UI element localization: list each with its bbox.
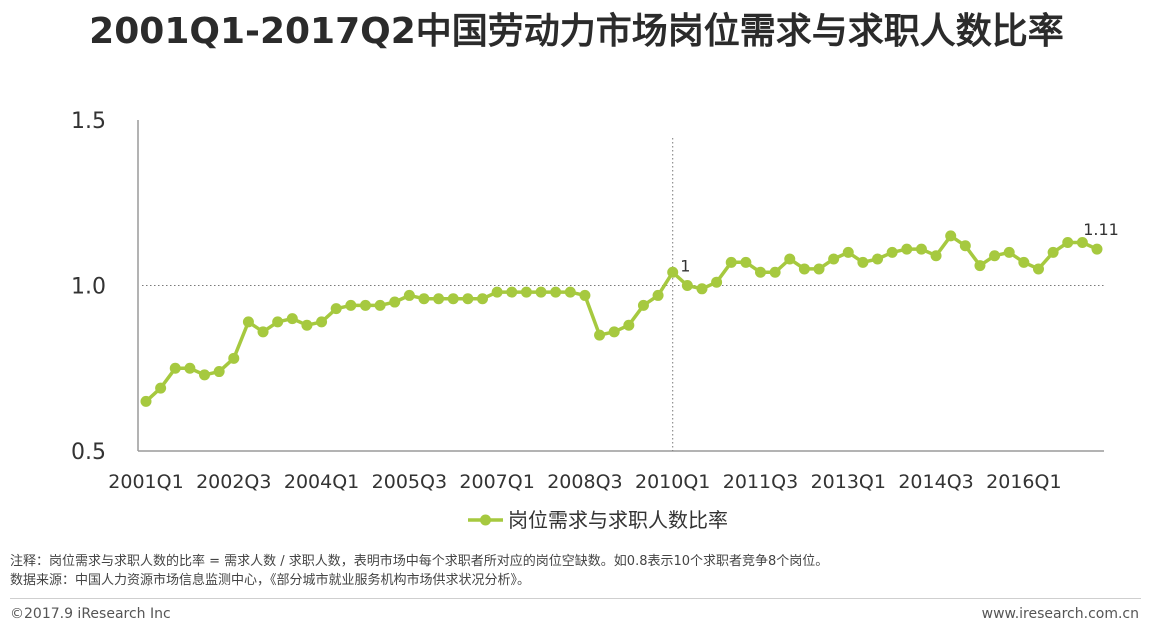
y-tick-label: 1.5 (71, 109, 106, 134)
data-point (491, 286, 503, 298)
data-point (169, 362, 181, 374)
data-point (667, 266, 679, 278)
data-point (1032, 263, 1044, 275)
data-point (1003, 246, 1015, 258)
data-point (813, 263, 825, 275)
data-point (681, 280, 693, 291)
data-point (1018, 256, 1030, 268)
data-point (637, 299, 649, 311)
data-point (403, 289, 415, 301)
data-label: 1 (680, 257, 690, 276)
data-point (550, 286, 562, 298)
data-point (564, 286, 576, 298)
data-point (462, 293, 474, 305)
data-point (228, 352, 240, 364)
data-point (696, 283, 708, 295)
data-point (652, 289, 664, 301)
data-point (842, 246, 854, 258)
data-point (579, 289, 591, 301)
data-point (857, 256, 869, 268)
data-labels: 11.11 (680, 220, 1119, 275)
x-tick-label: 2011Q3 (723, 471, 798, 493)
x-tick-label: 2013Q1 (811, 471, 886, 493)
data-point (901, 243, 913, 255)
x-tick-label: 2005Q3 (372, 471, 447, 493)
data-point (740, 256, 752, 268)
data-point (725, 256, 737, 268)
data-point (418, 293, 430, 305)
y-tick-label: 1.0 (71, 275, 106, 300)
data-point (989, 250, 1001, 262)
data-point (872, 253, 884, 265)
data-point (1047, 246, 1059, 258)
data-point (623, 319, 635, 331)
data-point (242, 316, 254, 328)
data-point (1091, 243, 1103, 255)
footnote-source: 数据来源：中国人力资源市场信息监测中心，《部分城市就业服务机构市场供求状况分析》… (10, 573, 531, 588)
x-tick-label: 2001Q1 (108, 471, 183, 493)
x-tick-label: 2004Q1 (284, 471, 359, 493)
data-point (769, 266, 781, 278)
data-point (930, 250, 942, 262)
data-point (828, 253, 840, 265)
chart-title: 2001Q1-2017Q2中国劳动力市场岗位需求与求职人数比率 (89, 11, 1064, 52)
data-point (1062, 236, 1074, 248)
data-point (711, 276, 723, 288)
reference-lines (142, 138, 1104, 451)
chart-legend: 岗位需求与求职人数比率 (468, 508, 728, 532)
data-point (959, 240, 971, 252)
data-point (301, 319, 313, 331)
data-point (286, 313, 298, 325)
legend-label: 岗位需求与求职人数比率 (508, 508, 728, 532)
data-point (272, 316, 284, 328)
data-point (316, 316, 328, 328)
data-point (754, 266, 766, 278)
data-point (389, 296, 401, 308)
data-point (374, 299, 386, 311)
data-point (359, 299, 371, 311)
x-tick-label: 2002Q3 (196, 471, 271, 493)
data-point (330, 303, 342, 315)
series-layer (140, 230, 1103, 407)
footer-copyright: ©2017.9 iResearch Inc (10, 606, 171, 622)
data-point (915, 243, 927, 255)
data-point (945, 230, 957, 242)
data-point (199, 369, 211, 381)
y-tick-label: 0.5 (71, 440, 106, 465)
x-tick-label: 2016Q1 (986, 471, 1061, 493)
data-point (1076, 236, 1088, 248)
legend-marker (480, 514, 491, 526)
data-label: 1.11 (1083, 220, 1119, 239)
data-point (520, 286, 532, 298)
data-point (608, 326, 620, 338)
data-point (594, 329, 606, 341)
line-chart: 0.5 1.0 1.5 2001Q1 2002Q3 2004Q1 2005Q3 2007Q1 2… (71, 109, 1119, 532)
data-point (140, 395, 152, 407)
data-point (798, 263, 810, 275)
x-tick-label: 2010Q1 (635, 471, 710, 493)
data-point (155, 382, 167, 394)
data-point (345, 299, 357, 311)
data-point (433, 293, 445, 305)
data-point (784, 253, 796, 265)
data-point (213, 366, 225, 378)
chart-axes: 0.5 1.0 1.5 2001Q1 2002Q3 2004Q1 2005Q3 2007Q1 2… (71, 109, 1104, 493)
data-point (447, 293, 459, 305)
footnote-note: 注释：岗位需求与求职人数的比率 = 需求人数 / 求职人数，表明市场中每个求职者… (10, 554, 829, 569)
x-tick-label: 2007Q1 (459, 471, 534, 493)
data-point (257, 326, 269, 338)
footer-website: www.iresearch.com.cn (981, 606, 1139, 622)
x-tick-label: 2008Q3 (547, 471, 622, 493)
data-point (886, 246, 898, 258)
data-point (477, 293, 489, 305)
x-tick-label: 2014Q3 (898, 471, 973, 493)
data-point (184, 362, 196, 374)
data-point (535, 286, 547, 298)
footer-divider (10, 598, 1141, 599)
data-point (974, 260, 986, 272)
data-point (506, 286, 518, 298)
